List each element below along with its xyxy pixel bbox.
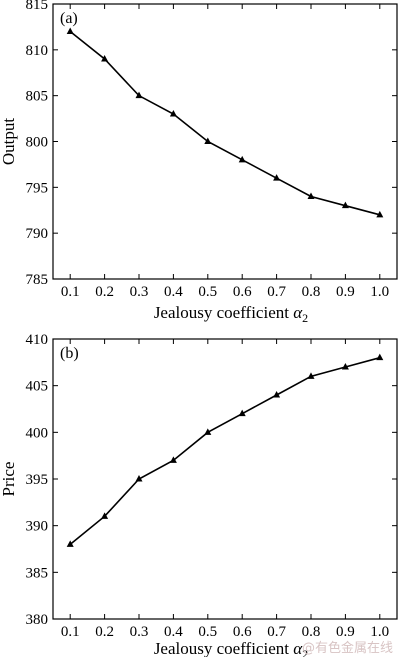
x-tick-label: 0.2 <box>95 624 114 640</box>
x-tick-label: 0.1 <box>61 284 80 300</box>
x-tick-label: 0.8 <box>302 624 321 640</box>
x-tick-label: 0.4 <box>164 284 183 300</box>
y-axis-label: Output <box>0 118 18 166</box>
series-line <box>69 356 381 545</box>
panel-label: (a) <box>60 10 78 27</box>
data-point <box>307 192 315 199</box>
y-tick-label: 815 <box>26 0 49 13</box>
y-tick-label: 395 <box>26 472 49 488</box>
data-point <box>307 372 315 379</box>
data-point <box>101 55 109 62</box>
data-point <box>273 174 281 181</box>
x-tick-label: 0.3 <box>130 284 149 300</box>
series-line <box>69 30 381 216</box>
plot-frame <box>52 3 398 280</box>
data-point <box>341 201 349 209</box>
y-tick-label: 385 <box>26 565 49 581</box>
x-tick-label: 1.0 <box>370 284 389 300</box>
y-tick-label: 405 <box>26 379 49 395</box>
y-tick-label: 795 <box>26 180 49 196</box>
data-point <box>135 475 143 482</box>
y-axis-label: Price <box>0 462 18 497</box>
x-tick-label: 0.9 <box>336 624 355 640</box>
data-point <box>101 512 109 519</box>
x-axis-label: Jealousy coefficient α2 <box>154 639 308 657</box>
data-point <box>204 137 212 144</box>
y-tick-label: 380 <box>26 612 49 628</box>
x-tick-label: 0.2 <box>95 284 114 300</box>
x-tick-label: 0.7 <box>267 624 286 640</box>
data-point <box>376 210 384 218</box>
x-tick-label: 0.6 <box>233 624 252 640</box>
x-tick-label: 0.4 <box>164 624 183 640</box>
x-tick-label: 1.0 <box>370 624 389 640</box>
data-point <box>135 91 143 99</box>
x-tick-label: 0.7 <box>267 284 286 300</box>
panel-label: (b) <box>60 345 79 362</box>
data-point <box>66 27 74 34</box>
x-axis-label: Jealousy coefficient α2 <box>154 303 308 325</box>
chart-panel-a: 785 790 795 800 805 810 815 0.1 0.2 0.3 0.4 0.5 0.6 0… <box>0 0 398 325</box>
y-tick-label: 410 <box>26 332 49 348</box>
data-point <box>273 391 281 398</box>
y-tick-label: 785 <box>26 272 49 288</box>
y-tick-label: 400 <box>26 425 49 441</box>
x-tick-label: 0.5 <box>198 624 217 640</box>
x-tick-label: 0.8 <box>302 284 321 300</box>
data-point <box>169 110 177 117</box>
x-tick-label: 0.6 <box>233 284 252 300</box>
y-tick-label: 805 <box>26 89 49 105</box>
watermark: @有色金属在线 <box>302 641 394 656</box>
x-tick-label: 0.9 <box>336 284 355 300</box>
chart-panel-b: 380 385 390 395 400 405 410 0.1 0.2 0.3 0.4 0.5 0.6 0… <box>0 332 398 661</box>
data-point <box>341 363 349 370</box>
x-tick-label: 0.5 <box>198 284 217 300</box>
y-tick-label: 790 <box>26 226 49 242</box>
x-tick-label: 0.3 <box>130 624 149 640</box>
data-point <box>238 409 246 417</box>
plot-frame <box>52 338 398 620</box>
data-point <box>238 155 246 163</box>
y-tick-label: 810 <box>26 43 49 59</box>
data-point <box>66 540 74 547</box>
y-tick-label: 800 <box>26 135 49 151</box>
x-tick-label: 0.1 <box>61 624 80 640</box>
data-point <box>204 428 212 435</box>
data-point <box>169 456 177 463</box>
y-tick-label: 390 <box>26 519 49 535</box>
data-point <box>376 353 384 361</box>
